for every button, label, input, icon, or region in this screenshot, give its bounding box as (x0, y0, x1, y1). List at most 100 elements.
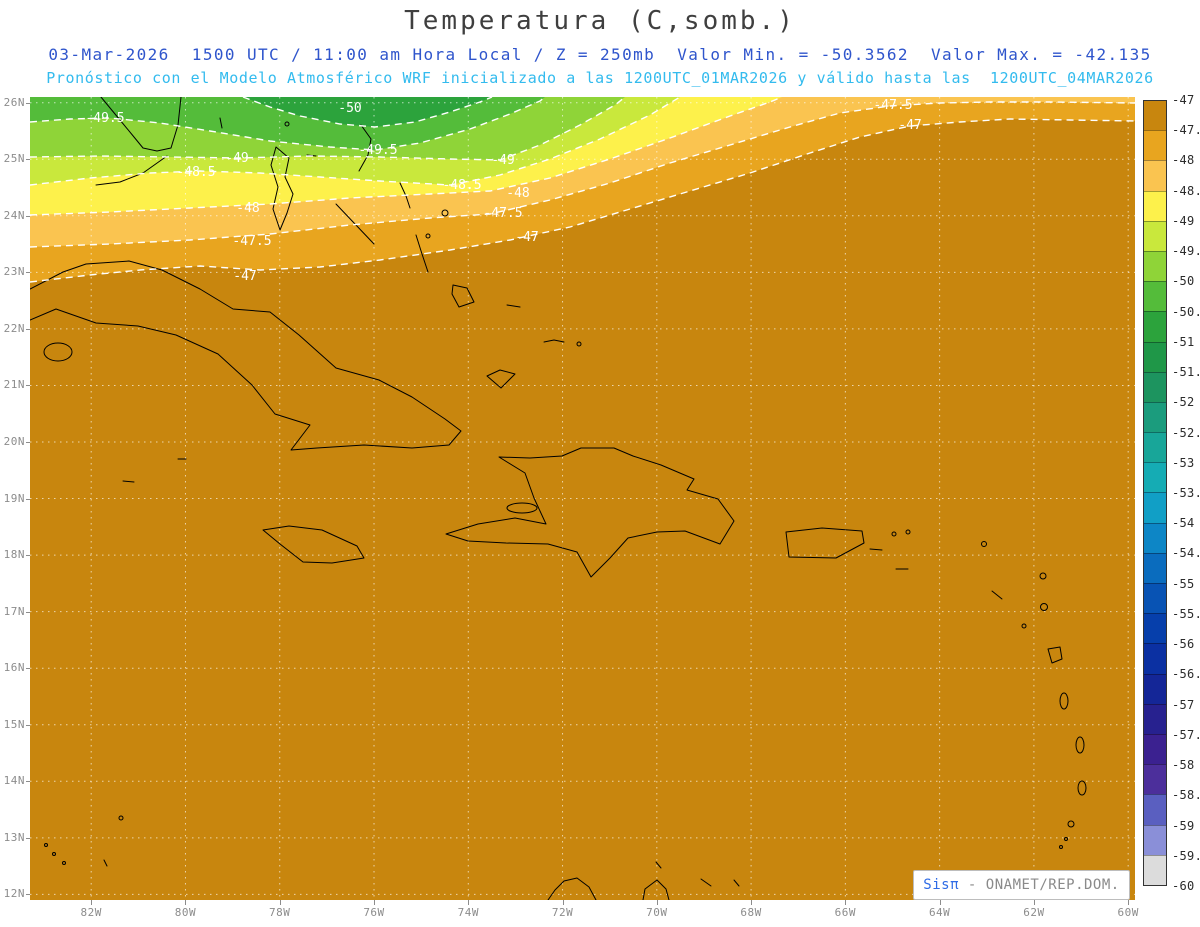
coastline-crooked-acklins (451, 284, 475, 308)
colorbar-tick-label: -59.5 (1172, 848, 1200, 863)
colorbar-tick-label: -53 (1172, 455, 1195, 470)
colorbar-tick-label: -56.5 (1172, 667, 1200, 682)
isotherm-label: -47.5 (873, 98, 912, 113)
lat-axis-label: 24N (3, 208, 25, 222)
colorbar-tick-label: -48 (1172, 153, 1195, 168)
coastline-inagua (486, 369, 516, 389)
colorbar-tick-label: -58.5 (1172, 788, 1200, 803)
colorbar-cell (1144, 432, 1166, 463)
coastline-aruba (655, 861, 662, 869)
coastline-andros (270, 146, 294, 231)
coastline-caicos (543, 339, 565, 343)
isotherm-label: -49 (225, 151, 248, 166)
temperature-colorbar (1143, 100, 1167, 886)
colorbar-tick-label: -48.5 (1172, 183, 1200, 198)
valid-time-line: 03-Mar-2026 1500 UTC / 11:00 am Hora Loc… (48, 45, 1152, 64)
island-grenadines-1 (1064, 837, 1068, 841)
island-antigua (1040, 603, 1048, 611)
isotherm-m48 (30, 97, 783, 216)
coastline-hispaniola (445, 447, 735, 578)
colorbar-tick-label: -47 (1172, 93, 1195, 107)
isotherm-label: -48.5 (442, 178, 481, 193)
island-dominica (1059, 692, 1069, 710)
colorbar-tick-label: -54 (1172, 516, 1195, 531)
colorbar-cell (1144, 643, 1166, 674)
lon-tick (279, 900, 281, 905)
lat-tick (26, 385, 30, 387)
lon-axis-label: 72W (551, 906, 574, 919)
lat-tick (26, 781, 30, 783)
colorbar-cell (1144, 130, 1166, 161)
island-grand-turk (576, 341, 582, 347)
coastline-guadeloupe (1047, 646, 1063, 664)
colorbar-cell (1144, 824, 1166, 855)
coastline-gonave (506, 502, 538, 514)
island-cay-3 (62, 861, 66, 865)
lat-axis-label: 21N (3, 378, 25, 392)
isotherm-m49-5 (30, 97, 546, 151)
lon-tick (656, 900, 658, 905)
lat-axis-label: 23N (3, 265, 25, 279)
lat-tick (26, 102, 30, 104)
colorbar-tick-label: -47.5 (1172, 123, 1200, 138)
colorbar-cell (1144, 673, 1166, 704)
colorbar-cell (1144, 522, 1166, 553)
colorbar-cell (1144, 462, 1166, 493)
lat-axis-label: 12N (3, 887, 25, 901)
colorbar-tick-label: -58 (1172, 758, 1195, 773)
coastline-isle-of-youth (43, 342, 73, 362)
lat-tick (26, 215, 30, 217)
lon-tick (374, 900, 375, 905)
lon-axis-label: 74W (457, 906, 479, 919)
colorbar-tick-label: -50 (1172, 274, 1195, 289)
island-tortola (905, 529, 911, 535)
lat-tick (26, 272, 30, 274)
colorbar-tick-label: -55 (1172, 576, 1195, 591)
coastline-cuba (30, 260, 462, 451)
isotherm-label: -48.5 (176, 165, 215, 180)
colorbar-cell (1144, 613, 1166, 644)
model-info-line: Pronóstico con el Modelo Atmosférico WRF… (46, 69, 1154, 87)
coastline-jamaica (262, 525, 365, 564)
isotherm-label: -47 (898, 118, 921, 133)
colorbar-tick-label: -57 (1172, 697, 1195, 712)
isotherm-label: -49 (491, 153, 514, 168)
lat-tick (26, 668, 30, 670)
colorbar-cell (1144, 250, 1166, 282)
lon-axis-label: 62W (1023, 906, 1045, 919)
lon-axis-label: 70W (646, 906, 668, 919)
colorbar-cell (1144, 401, 1166, 433)
isotherm-m47 (30, 118, 1135, 283)
island-rum-cay (425, 233, 431, 239)
lon-tick (939, 900, 941, 905)
colorbar-tick-label: -59 (1172, 818, 1195, 833)
lat-axis-label: 20N (3, 435, 25, 448)
island-st-martin (981, 541, 987, 547)
colorbar-tick-label: -60 (1172, 879, 1195, 893)
coastline-paraguana-peninsula (642, 879, 670, 900)
colorbar-cell (1144, 281, 1166, 312)
island-grenadines-2 (1059, 845, 1063, 849)
map-plot-area: -49.5 -50 -49.5 -49 -49 -48.5 -48.5 -48 -48 -47.5… (30, 97, 1135, 900)
lon-axis-label: 82W (80, 906, 102, 919)
colorbar-cell (1144, 764, 1166, 795)
colorbar-cell (1144, 733, 1166, 765)
colorbar-cell (1144, 552, 1166, 583)
isotherm-label: -47.5 (483, 206, 522, 221)
temperature-contour-map: -49.5 -50 -49.5 -49 -49 -48.5 -48.5 -48 -48 -47.5… (30, 97, 1135, 900)
island-st-thomas (891, 531, 897, 537)
coastline-florida (100, 97, 182, 152)
isotherm-label: -48 (236, 201, 259, 216)
lon-axis-label: 60W (1117, 906, 1139, 919)
colorbar-tick-label: -55.5 (1172, 606, 1200, 621)
lat-tick (26, 611, 30, 613)
lat-axis-label: 15N (3, 717, 25, 731)
colorbar-cell (1144, 311, 1166, 342)
lat-axis-label: 16N (3, 661, 25, 675)
isotherm-labels: -49.5 -50 -49.5 -49 -49 -48.5 -48.5 -48 -48 -47.5… (85, 98, 921, 284)
colorbar-tick-label: -56 (1172, 637, 1195, 652)
lat-axis-label: 19N (3, 491, 25, 505)
lon-axis-label: 64W (928, 906, 951, 919)
coastline-guajira-peninsula (547, 877, 597, 900)
